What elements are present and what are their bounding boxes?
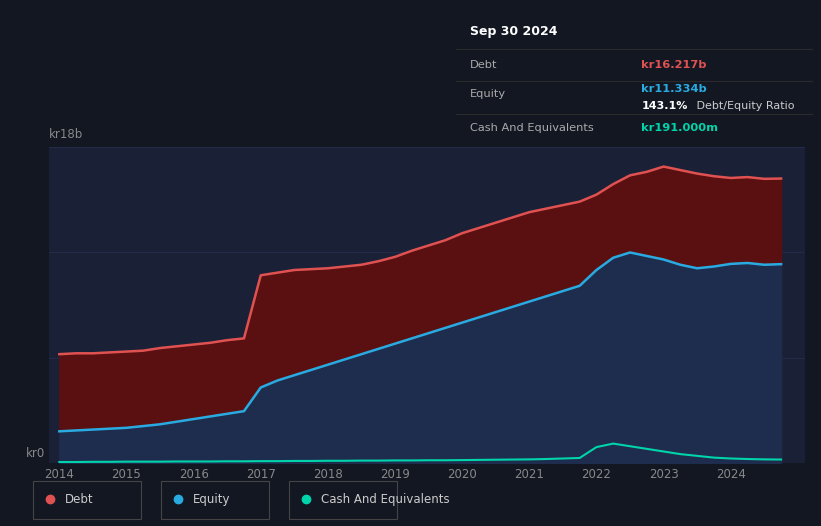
Text: kr16.217b: kr16.217b — [641, 59, 707, 69]
Text: kr18b: kr18b — [49, 128, 84, 141]
Text: Debt: Debt — [65, 493, 94, 506]
Text: Cash And Equivalents: Cash And Equivalents — [470, 123, 594, 133]
Text: Equity: Equity — [470, 89, 506, 99]
Text: Debt: Debt — [470, 59, 498, 69]
Text: kr11.334b: kr11.334b — [641, 84, 707, 95]
Text: Sep 30 2024: Sep 30 2024 — [470, 25, 557, 38]
Text: kr0: kr0 — [26, 447, 45, 460]
Text: 143.1%: 143.1% — [641, 101, 688, 111]
Text: Equity: Equity — [193, 493, 231, 506]
Text: Debt/Equity Ratio: Debt/Equity Ratio — [693, 101, 795, 111]
Text: Cash And Equivalents: Cash And Equivalents — [321, 493, 450, 506]
Text: kr191.000m: kr191.000m — [641, 123, 718, 133]
